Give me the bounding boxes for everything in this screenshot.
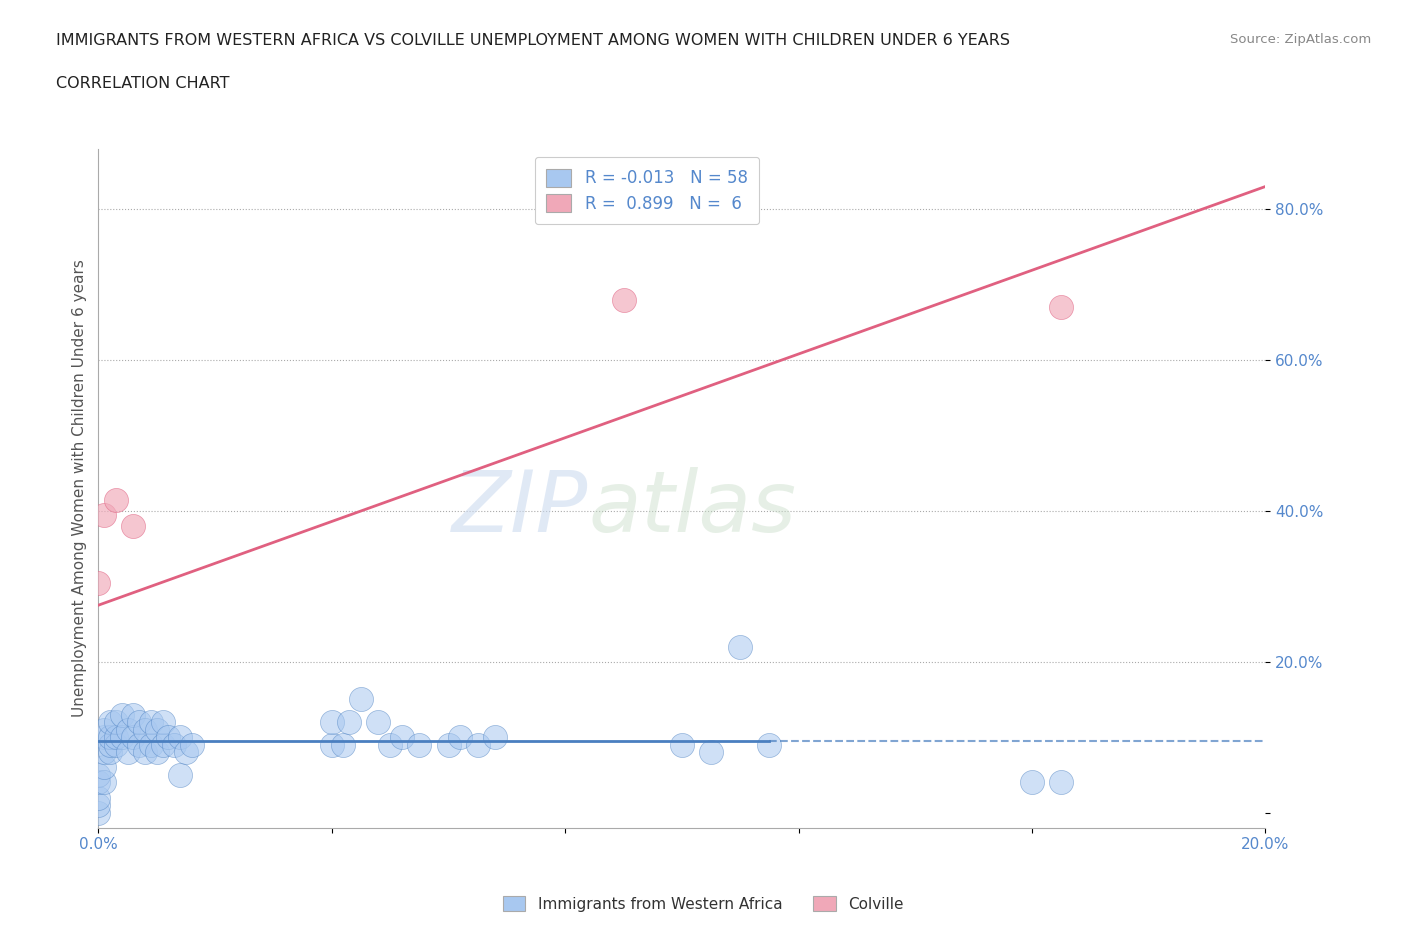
Point: [93, 775, 115, 790]
Point: [163, 737, 186, 752]
Point: [378, 737, 402, 752]
Point: [122, 730, 145, 745]
Point: [484, 730, 506, 745]
Point: [146, 745, 169, 760]
Point: [122, 707, 145, 722]
Point: [758, 737, 780, 752]
Point: [337, 714, 360, 729]
Point: [169, 767, 191, 782]
Point: [93, 730, 115, 745]
Point: [332, 737, 354, 752]
Point: [1050, 299, 1073, 314]
Point: [98, 745, 121, 760]
Text: ZIP: ZIP: [453, 467, 589, 551]
Text: Source: ZipAtlas.com: Source: ZipAtlas.com: [1230, 33, 1371, 46]
Point: [87, 798, 110, 813]
Point: [139, 714, 162, 729]
Point: [93, 745, 115, 760]
Point: [93, 507, 115, 522]
Point: [98, 737, 121, 752]
Point: [87, 805, 110, 820]
Point: [391, 730, 413, 745]
Point: [350, 692, 373, 707]
Point: [146, 723, 169, 737]
Point: [128, 737, 150, 752]
Point: [174, 745, 197, 760]
Point: [104, 737, 127, 752]
Point: [134, 745, 156, 760]
Point: [111, 730, 134, 745]
Point: [180, 737, 202, 752]
Point: [134, 723, 156, 737]
Point: [93, 723, 115, 737]
Point: [117, 745, 139, 760]
Text: atlas: atlas: [589, 467, 797, 551]
Point: [408, 737, 430, 752]
Point: [152, 737, 174, 752]
Point: [157, 730, 180, 745]
Point: [104, 714, 127, 729]
Point: [449, 730, 471, 745]
Text: IMMIGRANTS FROM WESTERN AFRICA VS COLVILLE UNEMPLOYMENT AMONG WOMEN WITH CHILDRE: IMMIGRANTS FROM WESTERN AFRICA VS COLVIL…: [56, 33, 1011, 47]
Point: [700, 745, 723, 760]
Point: [1021, 775, 1043, 790]
Point: [87, 790, 110, 805]
Point: [104, 492, 127, 507]
Point: [87, 767, 110, 782]
Point: [87, 775, 110, 790]
Y-axis label: Unemployment Among Women with Children Under 6 years: Unemployment Among Women with Children U…: [72, 259, 87, 717]
Point: [612, 292, 634, 307]
Point: [437, 737, 460, 752]
Point: [122, 519, 145, 534]
Point: [98, 730, 121, 745]
Point: [93, 760, 115, 775]
Point: [467, 737, 489, 752]
Point: [98, 714, 121, 729]
Point: [87, 575, 110, 590]
Point: [104, 730, 127, 745]
Point: [169, 730, 191, 745]
Point: [152, 714, 174, 729]
Point: [367, 714, 389, 729]
Point: [671, 737, 693, 752]
Legend: R = -0.013   N = 58, R =  0.899   N =  6: R = -0.013 N = 58, R = 0.899 N = 6: [534, 157, 759, 224]
Point: [117, 723, 139, 737]
Point: [321, 714, 343, 729]
Point: [139, 737, 162, 752]
Point: [128, 714, 150, 729]
Text: CORRELATION CHART: CORRELATION CHART: [56, 76, 229, 91]
Point: [321, 737, 343, 752]
Point: [728, 639, 751, 654]
Point: [111, 707, 134, 722]
Point: [1050, 775, 1073, 790]
Legend: Immigrants from Western Africa, Colville: Immigrants from Western Africa, Colville: [496, 889, 910, 918]
